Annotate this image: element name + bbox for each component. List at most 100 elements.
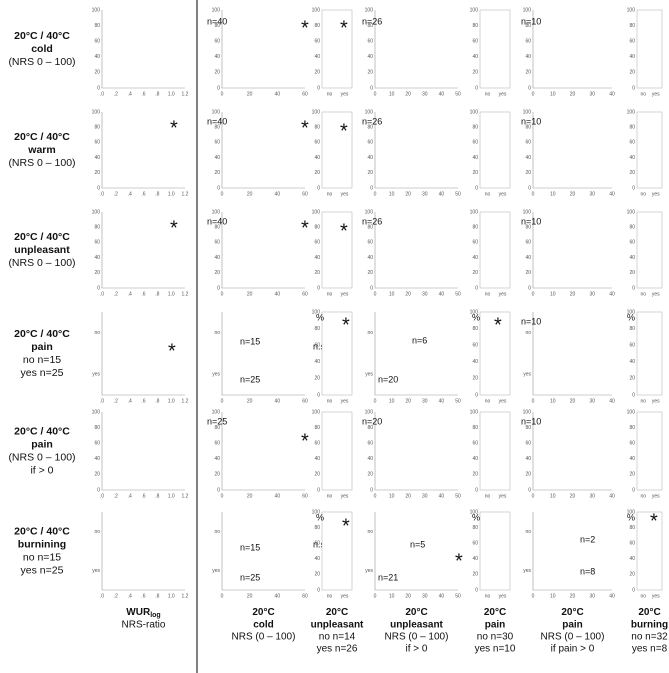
- x-tick-label: 50: [455, 91, 461, 97]
- column-label: no n=30: [477, 632, 514, 643]
- x-tick-label: 60: [302, 291, 308, 297]
- y-tick-label: 20: [314, 70, 320, 76]
- annotation: n=25: [207, 416, 227, 426]
- y-tick-label: 100: [312, 509, 321, 515]
- x-tick-label: .4: [128, 191, 132, 197]
- x-tick-label: .6: [141, 398, 145, 404]
- y-tick-label: 100: [312, 209, 321, 215]
- y-tick-label: 80: [314, 326, 320, 332]
- y-tick-label: 80: [94, 23, 100, 29]
- y-tick-label: 80: [94, 425, 100, 431]
- y-tick-label: 100: [470, 309, 479, 315]
- y-tick-label: 100: [365, 409, 374, 415]
- y-tick-label: 0: [317, 587, 320, 593]
- y-tick-label: 100: [92, 7, 101, 13]
- row-label: yes n=25: [21, 367, 64, 379]
- x-tick-label: 30: [422, 291, 428, 297]
- x-tick-label: no: [485, 91, 491, 97]
- y-tick-label: 0: [97, 185, 100, 191]
- panel-axes: [532, 10, 612, 89]
- title-text: WUR: [126, 607, 151, 618]
- y-tick-label: 0: [97, 285, 100, 291]
- row-label: 20°C / 40°C: [14, 425, 70, 437]
- x-tick-label: yes: [341, 493, 349, 499]
- x-tick-label: .8: [155, 593, 159, 599]
- y-tick-label: 40: [94, 54, 100, 60]
- x-tick-label: yes: [499, 398, 507, 404]
- y-tick-label: 80: [314, 425, 320, 431]
- x-tick-label: 40: [609, 398, 615, 404]
- y-tick-label: 80: [629, 525, 635, 531]
- x-tick-label: .6: [141, 493, 145, 499]
- title-text: 20°C: [252, 607, 274, 618]
- panel-axes: [221, 312, 305, 396]
- x-tick-label: yes: [652, 593, 660, 599]
- x-tick-label: .0: [100, 191, 104, 197]
- x-tick-label: .4: [128, 493, 132, 499]
- x-tick-label: 40: [275, 493, 281, 499]
- x-tick-label: 10: [550, 493, 556, 499]
- x-tick-label: no: [327, 493, 333, 499]
- y-tick-label: no: [94, 529, 100, 535]
- y-tick-label: 100: [470, 509, 479, 515]
- y-tick-label: 60: [314, 39, 320, 45]
- y-tick-label: no: [525, 330, 531, 336]
- row-label: if > 0: [30, 464, 53, 476]
- y-tick-label: 20: [314, 170, 320, 176]
- x-tick-label: .2: [114, 291, 118, 297]
- y-tick-label: 100: [212, 209, 221, 215]
- x-tick-label: 20: [405, 493, 411, 499]
- title-text: 20°C: [561, 607, 583, 618]
- annotation: n=40: [207, 216, 227, 226]
- y-tick-label: 80: [629, 125, 635, 131]
- x-tick-label: 20: [570, 398, 576, 404]
- y-tick-label: yes: [212, 568, 220, 574]
- y-tick-label: 40: [94, 155, 100, 161]
- annotation: n=10: [521, 116, 541, 126]
- x-tick-label: 40: [275, 398, 281, 404]
- y-tick-label: 60: [367, 441, 373, 447]
- x-tick-label: 40: [439, 191, 445, 197]
- x-tick-label: .0: [100, 91, 104, 97]
- y-tick-label: 60: [525, 39, 531, 45]
- column-title: 20°C: [405, 607, 427, 618]
- row-label: no n=15: [23, 551, 61, 563]
- y-tick-label: 40: [214, 54, 220, 60]
- panel-axes: [374, 112, 458, 189]
- column-label: NRS (0 – 100): [385, 632, 449, 643]
- y-tick-label: 20: [629, 472, 635, 478]
- x-tick-label: 0: [532, 191, 535, 197]
- x-tick-label: 30: [422, 191, 428, 197]
- x-tick-label: 30: [422, 493, 428, 499]
- x-tick-label: no: [640, 291, 646, 297]
- y-tick-label: 60: [525, 441, 531, 447]
- x-tick-label: yes: [499, 291, 507, 297]
- y-tick-label: 60: [629, 343, 635, 349]
- y-tick-label: 60: [367, 140, 373, 146]
- y-tick-label: 100: [627, 209, 636, 215]
- y-tick-label: 80: [525, 425, 531, 431]
- x-tick-label: 40: [609, 593, 615, 599]
- y-tick-label: 40: [214, 255, 220, 261]
- panel-frame: [479, 311, 511, 396]
- y-tick-label: 80: [214, 23, 220, 29]
- y-tick-label: yes: [92, 568, 100, 574]
- row-label: burnining: [18, 538, 66, 550]
- column-label: pain: [562, 620, 583, 631]
- annotation: %: [472, 512, 480, 522]
- x-tick-label: 60: [302, 191, 308, 197]
- panel-frame: [479, 111, 511, 189]
- row-label: 20°C / 40°C: [14, 30, 70, 42]
- y-tick-label: 80: [472, 425, 478, 431]
- x-tick-label: 40: [275, 191, 281, 197]
- x-tick-label: 20: [570, 191, 576, 197]
- y-tick-label: 80: [472, 125, 478, 131]
- panel-frame: [636, 311, 663, 396]
- annotation: n=10: [521, 416, 541, 426]
- x-tick-label: 30: [589, 191, 595, 197]
- y-tick-label: 20: [314, 472, 320, 478]
- significance-star: *: [455, 550, 463, 572]
- x-tick-label: 1.2: [182, 91, 189, 97]
- y-tick-label: 0: [317, 85, 320, 91]
- panel-frame: [479, 411, 511, 491]
